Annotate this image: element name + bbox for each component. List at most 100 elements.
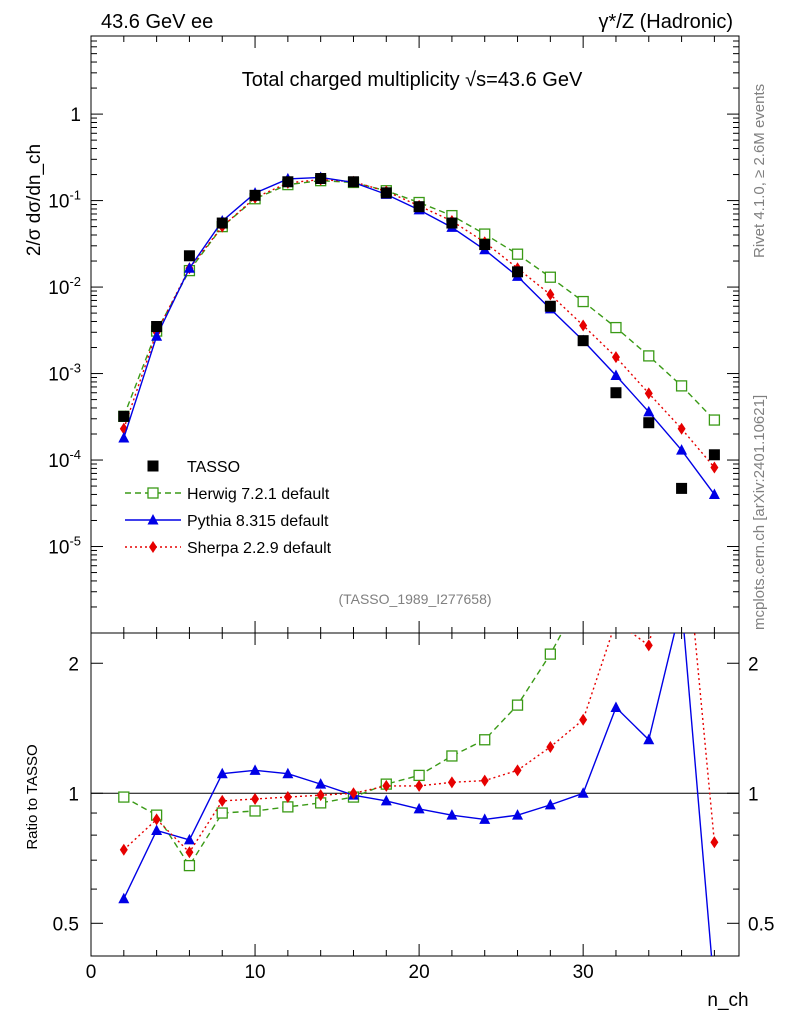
ratio-data-point xyxy=(185,846,194,859)
ratio-data-point xyxy=(315,778,327,789)
main-data-point xyxy=(282,176,294,188)
main-data-point xyxy=(315,173,327,185)
ratio-y-tick-label-right: 2 xyxy=(748,654,759,675)
main-data-point xyxy=(544,300,556,312)
ratio-data-point xyxy=(216,807,228,819)
main-data-point xyxy=(676,444,688,455)
ratio-data-point xyxy=(644,452,654,462)
ratio-data-point xyxy=(413,769,425,782)
ratio-data-point xyxy=(512,809,524,820)
ratio-tick-labels: 2 2 1 1 0.5 0.5 0 10 20 30 xyxy=(53,654,775,983)
main-data-point xyxy=(413,201,425,213)
ratio-data-point xyxy=(183,833,195,845)
ratio-data-point xyxy=(349,787,358,800)
ratio-data-point xyxy=(382,779,391,792)
ratio-y-tick-label-right: 1 xyxy=(748,784,759,805)
header-left: 43.6 GeV ee xyxy=(101,11,213,33)
ratio-y-axis-label: Ratio to TASSO xyxy=(24,744,41,849)
rivet-version-label: Rivet 4.1.0, ≥ 2.6M events xyxy=(751,84,768,258)
ratio-data-point xyxy=(282,767,294,779)
ratio-data-point xyxy=(610,701,622,712)
main-data-point xyxy=(708,488,720,499)
main-y-axis-label: 2/σ dσ/dn_ch xyxy=(24,144,45,256)
ratio-data-point xyxy=(710,836,719,849)
ratio-data-point xyxy=(479,813,491,824)
analysis-watermark: (TASSO_1989_I277658) xyxy=(338,591,491,607)
main-data-point xyxy=(380,187,392,199)
x-axis-label: n_ch xyxy=(707,990,748,1011)
main-series-group xyxy=(118,171,721,499)
ratio-data-point xyxy=(544,798,556,810)
main-plot-title: Total charged multiplicity √s=43.6 GeV xyxy=(242,69,583,91)
legend-item: Pythia 8.315 default xyxy=(125,513,329,530)
ratio-data-point xyxy=(316,789,325,802)
ratio-data-point xyxy=(579,713,588,726)
legend-marker xyxy=(147,460,159,472)
ratio-data-point xyxy=(709,609,719,619)
main-data-point xyxy=(183,250,195,262)
legend-item: Herwig 7.2.1 default xyxy=(125,486,330,503)
ratio-plot-frame xyxy=(90,632,740,957)
main-y-tick-label: 10-4 xyxy=(48,447,81,472)
main-data-point xyxy=(151,330,163,341)
main-y-tick-label: 1 xyxy=(70,105,81,126)
legend-label: Sherpa 2.2.9 default xyxy=(187,540,332,557)
main-series-pythia xyxy=(118,171,720,499)
ratio-series-pythia xyxy=(118,598,713,956)
main-data-point xyxy=(577,335,589,347)
ratio-data-point xyxy=(480,774,489,787)
legend-marker xyxy=(147,514,159,525)
ratio-data-point xyxy=(677,280,687,290)
legend-marker xyxy=(147,487,159,499)
x-tick-label: 20 xyxy=(409,962,430,983)
main-data-point xyxy=(546,288,555,301)
main-data-point xyxy=(610,387,622,399)
ratio-data-point xyxy=(643,733,655,745)
main-data-point xyxy=(347,176,359,188)
x-tick-label: 0 xyxy=(86,962,97,983)
ratio-data-point xyxy=(218,794,227,807)
main-data-point xyxy=(677,422,686,435)
ratio-data-point xyxy=(511,699,524,711)
main-y-tick-labels: 1 10-1 10-2 10-3 10-4 10-5 xyxy=(48,105,81,558)
main-data-point xyxy=(611,351,620,364)
ratio-series-group xyxy=(118,280,719,956)
main-series-sherpa xyxy=(119,173,719,474)
ratio-data-point xyxy=(415,779,424,792)
main-y-tick-label: 10-1 xyxy=(48,188,81,213)
ratio-y-tick-label-right: 0.5 xyxy=(748,914,774,935)
ratio-data-point xyxy=(513,764,522,777)
main-data-point xyxy=(579,319,588,332)
legend: TASSO Herwig 7.2.1 default Pythia 8.315 de… xyxy=(125,459,332,557)
ratio-data-point xyxy=(578,589,588,599)
ratio-series-sherpa xyxy=(119,633,719,859)
main-y-tick-label: 10-2 xyxy=(48,274,81,299)
ratio-data-point xyxy=(380,794,392,806)
main-data-point xyxy=(118,431,130,443)
ratio-data-point xyxy=(282,801,294,813)
main-data-point xyxy=(676,482,688,494)
ratio-data-point xyxy=(183,859,196,872)
main-series-line xyxy=(123,178,715,468)
ratio-data-point xyxy=(676,598,687,609)
ratio-data-point xyxy=(611,468,621,478)
main-data-point xyxy=(216,217,228,229)
ratio-data-point xyxy=(118,892,130,904)
ratio-data-point xyxy=(152,813,161,826)
main-data-point xyxy=(710,461,719,474)
main-data-point xyxy=(446,217,458,229)
legend-label: Herwig 7.2.1 default xyxy=(187,486,330,503)
main-data-point xyxy=(183,262,195,273)
ratio-data-point xyxy=(644,639,653,652)
main-data-point xyxy=(249,189,261,201)
ratio-y-tick-label-left: 0.5 xyxy=(53,914,79,935)
main-data-point xyxy=(118,410,130,422)
ratio-y-tick-label-left: 1 xyxy=(68,784,79,805)
main-data-point xyxy=(151,320,163,332)
ratio-axis-ticks xyxy=(90,633,739,956)
ratio-data-point xyxy=(544,648,556,660)
main-data-point xyxy=(675,380,688,392)
main-data-point xyxy=(577,295,589,308)
ratio-data-point xyxy=(446,809,458,820)
